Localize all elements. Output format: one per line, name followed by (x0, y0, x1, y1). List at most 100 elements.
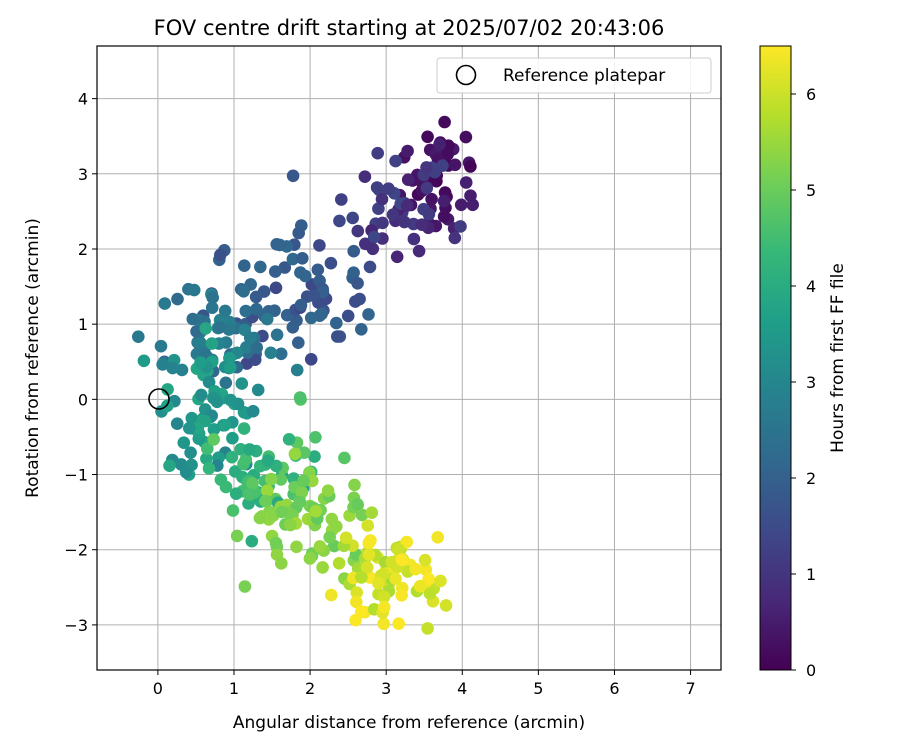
data-point (309, 431, 322, 444)
data-point (335, 193, 348, 206)
data-point (392, 617, 406, 630)
y-tick-label: 0 (78, 390, 88, 409)
data-point (330, 316, 343, 330)
legend-box (436, 57, 712, 94)
data-point (304, 353, 318, 366)
data-point (243, 488, 256, 501)
x-tick-label: 6 (609, 679, 619, 698)
y-tick-label: 3 (78, 165, 88, 184)
data-point (293, 391, 307, 404)
data-point (401, 144, 414, 158)
data-point (238, 580, 252, 593)
data-point (296, 251, 309, 265)
data-point (309, 504, 323, 518)
data-point (464, 160, 477, 173)
data-point (294, 298, 308, 312)
data-point (171, 292, 184, 306)
data-point (170, 417, 184, 431)
x-tick-label: 5 (533, 679, 543, 698)
data-point (350, 586, 364, 599)
data-point (390, 250, 404, 264)
data-point (385, 555, 399, 569)
data-point (421, 130, 434, 144)
data-point (341, 309, 355, 323)
data-point (200, 452, 213, 466)
data-point (386, 208, 400, 221)
data-point (331, 330, 344, 343)
data-point (274, 347, 288, 361)
data-point (219, 480, 233, 494)
data-point (154, 339, 168, 353)
data-point (313, 239, 326, 252)
colorbar-tick-label: 4 (806, 277, 816, 296)
data-point (362, 308, 375, 321)
data-point (230, 529, 244, 543)
data-point (459, 130, 473, 144)
data-point (409, 562, 423, 576)
data-points (132, 115, 480, 635)
data-point (412, 244, 426, 258)
data-point (243, 331, 257, 345)
data-point (347, 244, 361, 258)
data-point (325, 588, 338, 602)
y-tick-label: −1 (64, 466, 88, 485)
data-point (260, 312, 274, 326)
data-point (264, 346, 278, 360)
plot-frame (96, 45, 722, 671)
data-point (401, 173, 415, 186)
data-point (270, 328, 284, 342)
data-point (367, 230, 381, 244)
data-point (223, 361, 237, 374)
data-point (362, 548, 376, 561)
data-point (377, 600, 391, 614)
data-point (161, 383, 174, 396)
colorbar-tick-label: 3 (806, 373, 816, 392)
data-point (246, 404, 260, 418)
colorbar-tick-label: 2 (806, 469, 816, 488)
data-point (218, 418, 232, 432)
data-point (259, 494, 272, 508)
data-point (274, 473, 288, 486)
y-axis-ticks: −3 −2 −1 0 1 2 3 4 (64, 90, 97, 635)
data-point (137, 354, 151, 368)
data-point (177, 436, 191, 450)
data-point (290, 540, 303, 554)
data-point (185, 411, 199, 425)
data-point (163, 459, 176, 473)
data-point (333, 214, 346, 228)
data-point (194, 356, 207, 369)
data-point (448, 231, 462, 245)
data-point (372, 576, 385, 590)
data-point (389, 154, 402, 168)
data-point (395, 553, 409, 566)
data-point (282, 433, 296, 446)
data-point (418, 553, 432, 567)
data-point (323, 530, 337, 544)
data-point (355, 323, 368, 336)
data-point (218, 304, 232, 318)
data-point (295, 486, 309, 499)
data-point (321, 484, 335, 498)
data-point (245, 534, 259, 548)
data-point (363, 260, 377, 274)
data-point (251, 383, 265, 397)
data-point (351, 498, 364, 511)
data-point (339, 531, 353, 545)
chart-title: FOV centre drift starting at 2025/07/02 … (154, 16, 665, 40)
data-point (413, 579, 427, 593)
data-point (286, 169, 300, 183)
data-point (448, 158, 462, 172)
data-point (284, 518, 297, 532)
data-point (206, 291, 219, 304)
data-point (365, 506, 379, 519)
data-point (358, 170, 372, 183)
legend-reference-marker (455, 64, 477, 86)
data-point (186, 312, 200, 326)
data-point (420, 161, 433, 174)
data-point (238, 259, 251, 273)
colorbar-tick-label: 1 (806, 565, 816, 584)
data-point (400, 535, 414, 549)
data-point (205, 301, 219, 315)
data-point (234, 443, 247, 456)
